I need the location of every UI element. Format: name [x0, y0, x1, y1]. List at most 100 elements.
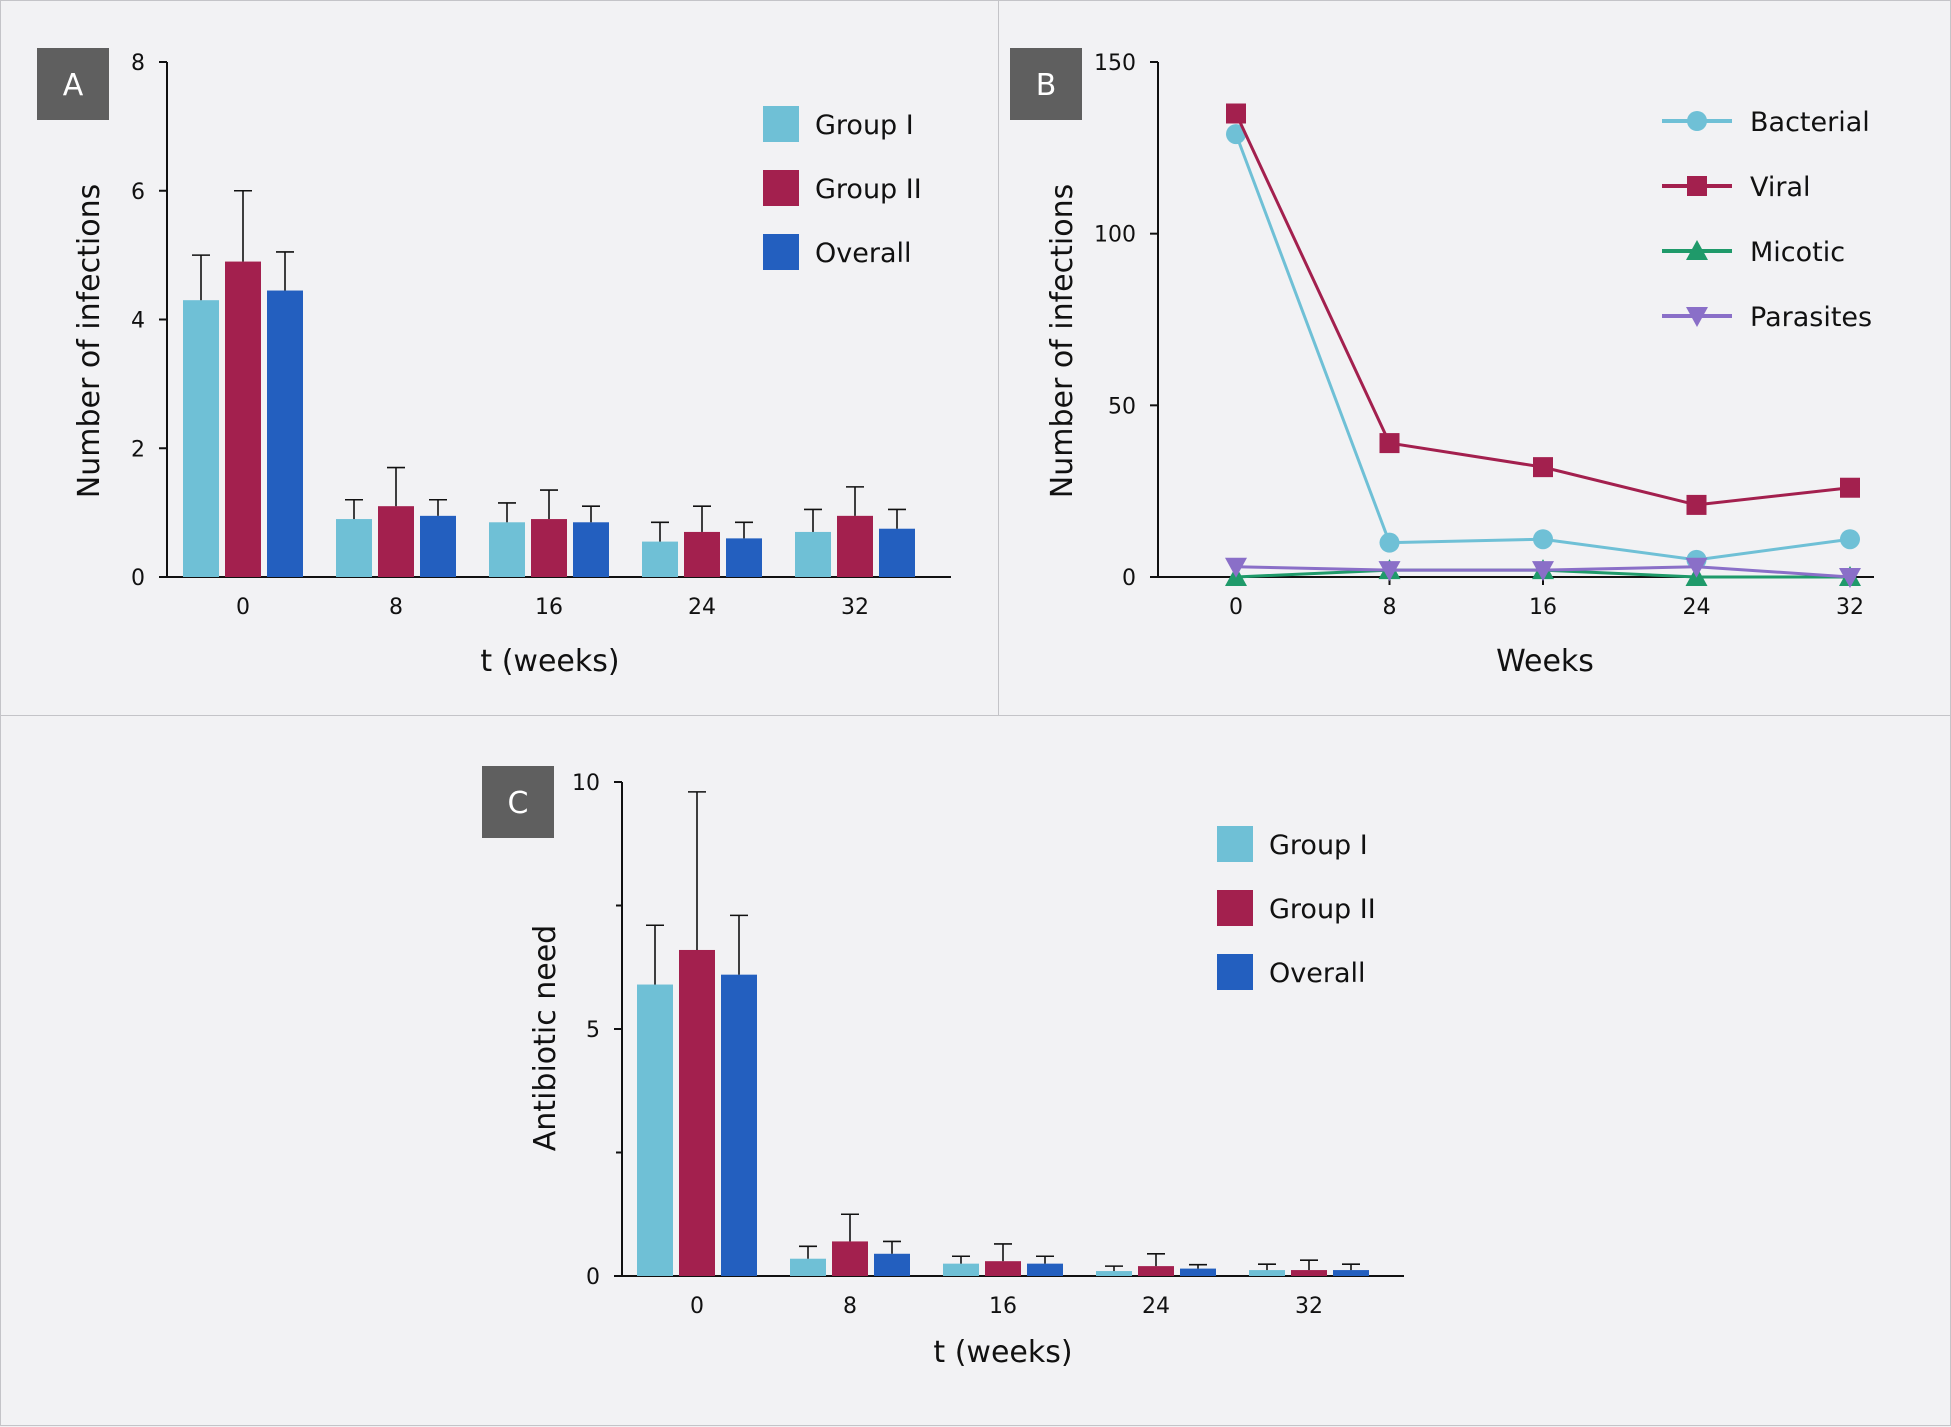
- legend-label: Group II: [1269, 894, 1376, 925]
- legend-swatch: [763, 106, 799, 142]
- x-tick-label: 16: [989, 1294, 1017, 1319]
- y-tick-label: 2: [131, 437, 145, 462]
- x-tick-label: 24: [1683, 595, 1711, 620]
- y-tick-label: 150: [1094, 51, 1136, 76]
- bar-group-i: [642, 541, 678, 577]
- bar-overall: [879, 528, 915, 577]
- x-tick-label: 0: [236, 595, 250, 620]
- y-tick-label: 0: [131, 566, 145, 591]
- bar-group-i: [489, 522, 525, 577]
- bar-overall: [726, 538, 762, 577]
- x-tick-label: 24: [688, 595, 716, 620]
- y-tick-label: 5: [586, 1018, 600, 1043]
- marker-parasites: [1378, 561, 1401, 582]
- x-tick-label: 8: [389, 595, 403, 620]
- legend-swatch: [763, 234, 799, 270]
- bar-group-ii: [679, 949, 715, 1276]
- panel-a: A 0 2 4 6 8 0 8 16 24 32 t (weeks) Number of infecti…: [0, 0, 999, 716]
- bar-group-ii: [1138, 1266, 1174, 1276]
- bar-overall: [267, 290, 303, 577]
- x-tick-label: 8: [1383, 595, 1397, 620]
- x-tick-label: 24: [1142, 1294, 1170, 1319]
- chart-c-svg: C 0 5 10 0 8 16 24 32 t (weeks) Antibiotic need Gro…: [482, 766, 1404, 1370]
- legend-label: Bacterial: [1750, 107, 1870, 138]
- bar-overall: [874, 1253, 910, 1276]
- marker-parasites: [1685, 557, 1708, 578]
- marker-viral: [1379, 433, 1400, 454]
- x-tick-label: 32: [1836, 595, 1864, 620]
- marker-viral: [1686, 494, 1707, 515]
- bar-group-i: [790, 1258, 826, 1276]
- legend-label: Parasites: [1750, 302, 1872, 333]
- legend-label: Viral: [1750, 172, 1811, 203]
- y-tick-label: 8: [131, 51, 145, 76]
- panel-a-badge-text: A: [63, 68, 84, 103]
- x-tick-label: 16: [535, 595, 563, 620]
- marker-viral: [1533, 457, 1553, 478]
- y-tick-label: 50: [1108, 394, 1136, 419]
- bar-group-ii: [378, 506, 414, 577]
- panel-b-badge-text: B: [1036, 68, 1057, 103]
- bar-group-ii: [531, 519, 567, 577]
- bar-group-i: [637, 984, 673, 1276]
- x-tick-label: 8: [843, 1294, 857, 1319]
- panel-a-badge-bg: [37, 48, 109, 120]
- y-tick-label: 6: [131, 180, 145, 205]
- bar-group-ii: [684, 531, 720, 577]
- panel-b: B 0 50 100 150 0 8 16 24 32 Bacterial Viral Micotic P…: [998, 0, 1951, 716]
- y-axis-title: Number of infections: [1045, 184, 1080, 498]
- legend-label: Group I: [815, 110, 914, 141]
- y-tick-label: 100: [1094, 223, 1136, 248]
- panel-c-badge-text: C: [508, 786, 529, 821]
- bar-group-i: [943, 1263, 979, 1276]
- bar-overall: [420, 515, 456, 577]
- legend-marker: [1687, 111, 1707, 131]
- legend-swatch: [1217, 826, 1253, 862]
- bar-group-ii: [837, 515, 873, 577]
- legend-label: Overall: [1269, 958, 1366, 989]
- x-tick-label: 32: [841, 595, 869, 620]
- x-tick-label: 32: [1295, 1294, 1323, 1319]
- legend-swatch: [1217, 890, 1253, 926]
- x-axis-title: t (weeks): [933, 1335, 1072, 1370]
- marker-bacterial: [1840, 529, 1860, 550]
- bar-group-i: [1249, 1270, 1285, 1276]
- legend-label: Group II: [815, 174, 922, 205]
- bar-group-i: [1096, 1271, 1132, 1276]
- marker-parasites: [1225, 557, 1247, 578]
- marker-parasites: [1839, 568, 1861, 588]
- y-tick-label: 10: [572, 771, 600, 796]
- legend-label: Group I: [1269, 830, 1368, 861]
- y-axis-title: Antibiotic need: [528, 925, 563, 1151]
- x-axis-title: t (weeks): [480, 644, 619, 679]
- bar-group-i: [183, 300, 219, 577]
- panel-b-badge-bg: [1010, 48, 1082, 120]
- legend-label: Micotic: [1750, 237, 1845, 268]
- x-tick-label: 0: [690, 1294, 704, 1319]
- y-tick-label: 0: [586, 1265, 600, 1290]
- panel-c: C 0 5 10 0 8 16 24 32 t (weeks) Antibiotic need Gro…: [0, 715, 1951, 1426]
- panel-c-badge-bg: [482, 766, 554, 838]
- x-axis-title: Weeks: [1496, 644, 1594, 679]
- legend-swatch: [763, 170, 799, 206]
- marker-viral: [1840, 477, 1860, 498]
- marker-bacterial: [1226, 124, 1246, 145]
- bar-group-ii: [1291, 1270, 1327, 1276]
- bar-overall: [1027, 1263, 1063, 1276]
- marker-viral: [1226, 103, 1246, 124]
- legend-marker: [1686, 307, 1708, 327]
- y-axis-title: Number of infections: [72, 184, 107, 498]
- legend-marker: [1687, 176, 1707, 196]
- marker-bacterial: [1379, 532, 1400, 553]
- bar-group-ii: [985, 1261, 1021, 1276]
- marker-parasites: [1532, 561, 1554, 582]
- x-tick-label: 16: [1529, 595, 1557, 620]
- bar-group-ii: [225, 261, 261, 577]
- chart-b-svg: B 0 50 100 150 0 8 16 24 32 Bacterial Viral Micotic P…: [1010, 48, 1874, 679]
- bar-overall: [721, 974, 757, 1276]
- legend-label: Overall: [815, 238, 912, 269]
- bar-overall: [1333, 1270, 1369, 1276]
- bar-overall: [1180, 1268, 1216, 1276]
- x-tick-label: 0: [1229, 595, 1243, 620]
